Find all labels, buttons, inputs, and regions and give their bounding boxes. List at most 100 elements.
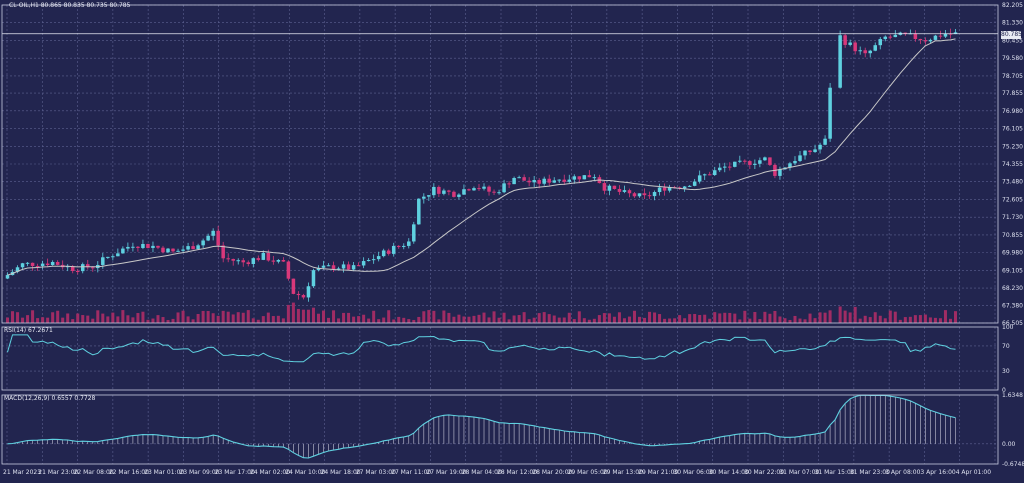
volume-bar <box>226 311 230 323</box>
candle-down <box>808 150 812 153</box>
volume-bar <box>347 312 351 323</box>
candle-up <box>206 235 210 241</box>
x-tick-label: 27 Mar 19:00 <box>426 469 466 476</box>
volume-bar <box>382 317 386 323</box>
volume-bar <box>26 315 30 323</box>
volume-bar <box>698 314 702 323</box>
volume-bar <box>176 312 180 323</box>
candle-up <box>788 163 792 168</box>
volume-bar <box>201 310 205 323</box>
volume-bar <box>11 311 15 323</box>
volume-bar <box>61 317 65 323</box>
candle-up <box>502 183 506 193</box>
volume-bar <box>291 302 295 323</box>
volume-bar <box>632 310 636 323</box>
x-tick-label: 3 Apr 08:00 <box>885 469 920 476</box>
volume-bar <box>467 316 471 323</box>
candle-up <box>336 268 341 270</box>
volume-bar <box>246 310 250 323</box>
volume-bar <box>663 318 667 323</box>
x-tick-label: 24 Mar 18:00 <box>321 469 361 476</box>
volume-bar <box>788 319 792 323</box>
volume-bar <box>938 318 942 323</box>
volume-bar <box>372 310 376 323</box>
candle-up <box>181 249 185 251</box>
macd-label: MACD(12,26,9) 0.6557 0.7728 <box>4 395 96 402</box>
volume-bar <box>668 318 672 323</box>
candle-up <box>432 186 436 196</box>
candle-up <box>351 265 356 270</box>
rsi-line <box>7 334 956 363</box>
volume-bar <box>196 313 200 323</box>
candle-up <box>131 246 135 248</box>
candle-up <box>306 286 311 298</box>
volume-bar <box>948 318 952 323</box>
candle-down <box>632 193 637 197</box>
candle-up <box>50 262 55 266</box>
candle-up <box>557 179 562 181</box>
volume-bar <box>121 310 125 323</box>
candle-up <box>371 259 376 261</box>
volume-bar <box>106 316 110 323</box>
candle-up <box>482 186 486 189</box>
candle-up <box>457 194 461 197</box>
candle-down <box>346 264 351 270</box>
volume-bar <box>913 315 917 323</box>
candle-down <box>587 175 592 178</box>
volume-bar <box>858 318 862 323</box>
volume-bar <box>337 318 341 323</box>
volume-bar <box>838 306 842 323</box>
candle-down <box>492 191 496 193</box>
volume-bar <box>56 310 60 323</box>
volume-bar <box>457 314 461 323</box>
volume-bar <box>818 312 822 323</box>
candle-up <box>652 192 657 197</box>
volume-bar <box>733 313 737 323</box>
volume-bar <box>236 312 240 323</box>
volume-bar <box>71 319 75 323</box>
candle-down <box>677 187 682 189</box>
volume-bar <box>407 319 411 323</box>
candle-down <box>662 187 667 191</box>
candle-up <box>687 185 692 187</box>
candle-up <box>80 264 85 272</box>
x-tick-label: 29 Mar 21:00 <box>638 469 678 476</box>
candle-down <box>271 260 276 262</box>
candle-down <box>507 183 511 185</box>
candle-up <box>733 161 737 167</box>
x-tick-label: 27 Mar 11:00 <box>391 469 431 476</box>
candle-down <box>191 246 195 250</box>
volume-bar <box>342 312 346 323</box>
volume-bar <box>828 310 832 323</box>
candle-up <box>166 248 170 253</box>
candle-down <box>396 245 401 247</box>
volume-bar <box>653 312 657 323</box>
y-tick-label: 69.980 <box>1002 250 1023 257</box>
candle-up <box>582 175 587 180</box>
volume-bar <box>332 310 336 323</box>
candle-up <box>40 263 45 267</box>
volume-bar <box>678 315 682 323</box>
candle-down <box>45 263 50 266</box>
x-tick-label: 23 Mar 01:00 <box>144 469 184 476</box>
volume-bar <box>592 318 596 323</box>
volume-bar <box>156 315 160 323</box>
y-tick-label: 79.580 <box>1002 55 1023 62</box>
volume-bar <box>658 314 662 323</box>
candle-down <box>356 265 361 267</box>
volume-bar <box>41 317 45 323</box>
candle-down <box>226 258 230 260</box>
candle-down <box>86 264 90 268</box>
y-tick-label: 78.705 <box>1002 73 1023 80</box>
candle-down <box>642 193 647 196</box>
volume-bar <box>713 312 717 323</box>
volume-bar <box>51 312 55 323</box>
volume-bar <box>487 317 491 323</box>
candle-up <box>261 253 266 260</box>
volume-bar <box>873 312 877 323</box>
y-axis-labels: 82.205 81.330 80.455 79.580 78.705 77.855 76.9… <box>1002 2 1024 468</box>
volume-bar <box>848 312 852 323</box>
candle-up <box>101 257 105 265</box>
candle-down <box>612 185 617 189</box>
